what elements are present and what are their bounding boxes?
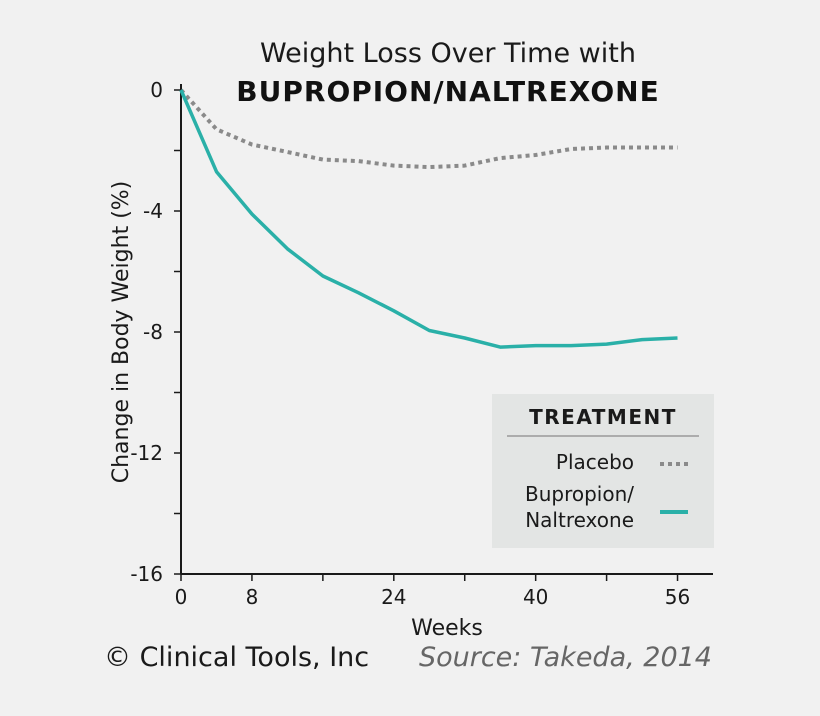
x-tick-label: 8 <box>246 585 259 609</box>
legend-title: TREATMENT <box>529 405 677 429</box>
legend-entry: Placebo <box>556 450 688 474</box>
y-tick-label: -16 <box>130 562 163 586</box>
x-axis-label: Weeks <box>411 616 483 640</box>
y-tick-label: -12 <box>130 441 163 465</box>
y-axis-label: Change in Body Weight (%) <box>109 181 134 484</box>
x-tick-label: 0 <box>175 585 188 609</box>
chart-title-line2: BUPROPION/NALTREXONE <box>236 75 659 108</box>
legend-entry-label: Naltrexone <box>525 508 634 532</box>
x-tick-label: 24 <box>381 585 406 609</box>
y-tick-label: -4 <box>143 199 163 223</box>
y-tick-label: 0 <box>150 78 163 102</box>
bupropion-naltrexone-series-line <box>179 89 678 349</box>
axes: 0 -4 -8 -12 -16 0 8 24 40 56 <box>130 78 713 609</box>
x-tick-label: 56 <box>665 585 690 609</box>
copyright-text: © Clinical Tools, Inc <box>104 642 370 673</box>
line-chart: Weight Loss Over Time with BUPROPION/NAL… <box>109 38 714 640</box>
source-text: Source: Takeda, 2014 <box>418 642 712 673</box>
legend: TREATMENT Placebo Bupropion/Naltrexone <box>492 394 714 548</box>
y-tick-label: -8 <box>143 320 163 344</box>
legend-entry: Bupropion/Naltrexone <box>525 482 688 532</box>
legend-box <box>492 394 714 548</box>
x-tick-label: 40 <box>523 585 548 609</box>
plot-area <box>179 88 678 349</box>
chart-title-line1: Weight Loss Over Time with <box>260 38 636 69</box>
legend-entry-label: Bupropion/ <box>525 482 634 506</box>
legend-entry-label: Placebo <box>556 450 634 474</box>
